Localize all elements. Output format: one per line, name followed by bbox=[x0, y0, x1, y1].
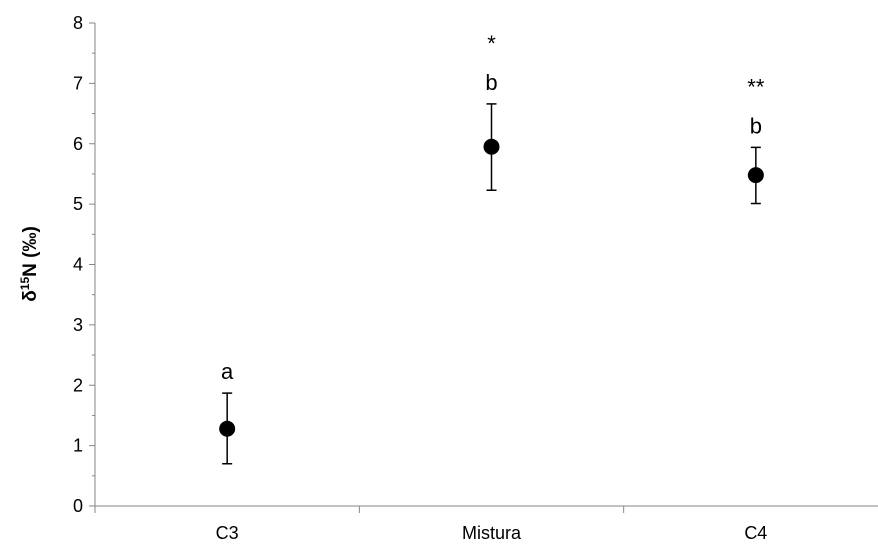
annotation-label: b bbox=[485, 70, 497, 95]
y-tick-label: 8 bbox=[73, 13, 83, 33]
x-tick-label: C3 bbox=[216, 523, 239, 543]
annotation-label: a bbox=[221, 359, 234, 384]
x-tick-label: Mistura bbox=[462, 523, 522, 543]
y-tick-label: 5 bbox=[73, 194, 83, 214]
annotation-label: b bbox=[750, 113, 762, 138]
data-point bbox=[484, 139, 500, 155]
significance-annotations: a * b ** b bbox=[221, 31, 765, 384]
data-points bbox=[219, 104, 764, 464]
y-tick-label: 4 bbox=[73, 255, 83, 275]
y-axis-title: δ15N (‰) bbox=[18, 226, 41, 302]
annotation-label: ** bbox=[747, 74, 765, 99]
y-tick-label: 1 bbox=[73, 436, 83, 456]
y-tick-label: 3 bbox=[73, 315, 83, 335]
y-tick-label: 0 bbox=[73, 496, 83, 516]
data-point bbox=[748, 167, 764, 183]
y-tick-label: 6 bbox=[73, 134, 83, 154]
x-axis: C3 Mistura C4 bbox=[95, 506, 878, 543]
y-tick-label: 2 bbox=[73, 375, 83, 395]
data-point bbox=[219, 421, 235, 437]
y-tick-label: 7 bbox=[73, 73, 83, 93]
annotation-label: * bbox=[487, 31, 496, 56]
x-tick-label: C4 bbox=[744, 523, 767, 543]
y-axis: 0 1 2 3 4 5 6 7 8 bbox=[73, 13, 95, 516]
